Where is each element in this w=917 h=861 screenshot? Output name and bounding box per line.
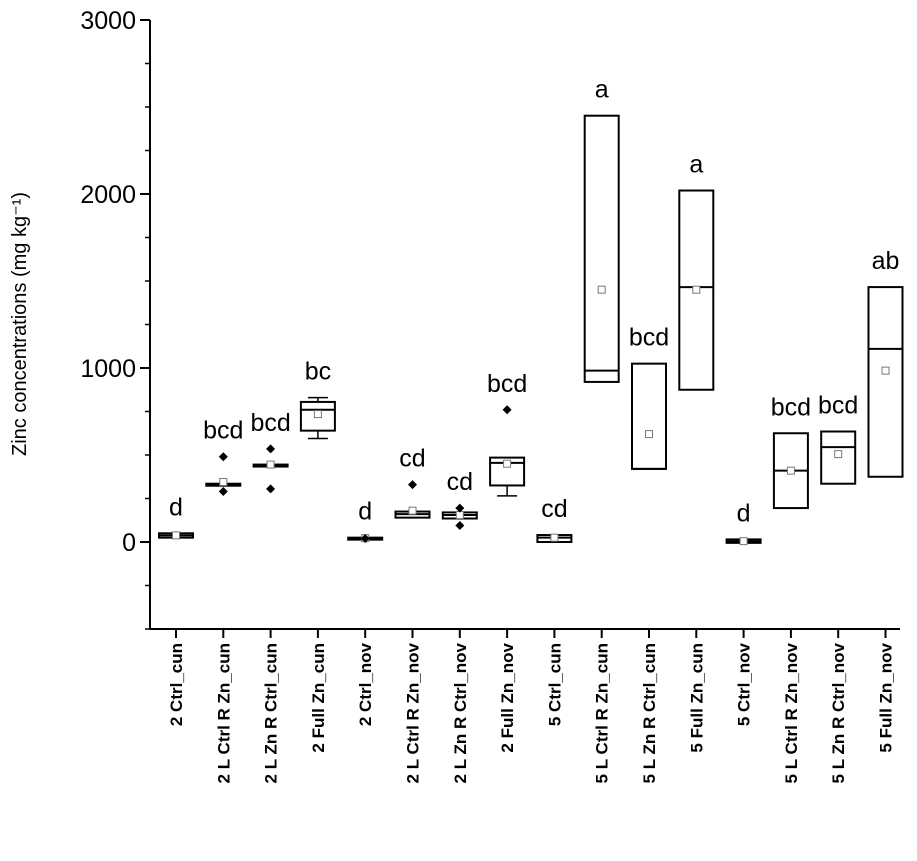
box-group: cd bbox=[441, 468, 478, 530]
outlier-point bbox=[502, 405, 512, 415]
significance-letter: bcd bbox=[629, 324, 669, 352]
mean-marker bbox=[266, 460, 275, 469]
outlier-point bbox=[360, 534, 370, 544]
box-group: bcd bbox=[203, 417, 243, 497]
x-tick-label: 2 L Zn R Ctrl_cun bbox=[262, 643, 281, 783]
mean-marker bbox=[172, 531, 180, 540]
mean-marker bbox=[313, 410, 322, 419]
significance-letter: cd bbox=[447, 468, 473, 496]
box-group: d bbox=[725, 499, 762, 546]
box bbox=[489, 456, 526, 487]
box-group: a bbox=[678, 151, 715, 391]
outlier-point bbox=[408, 480, 417, 490]
x-tick-label: 5 L Zn R Ctrl_nov bbox=[829, 642, 848, 783]
significance-letter: bc bbox=[305, 358, 331, 386]
mean-marker bbox=[550, 533, 559, 542]
mean-marker bbox=[739, 537, 748, 546]
significance-letter: a bbox=[595, 76, 609, 104]
x-tick-label: 2 L Zn R Ctrl_nov bbox=[451, 642, 470, 783]
box-group: cd bbox=[394, 445, 431, 519]
box-group: bcd bbox=[771, 393, 811, 510]
significance-letter: bcd bbox=[487, 370, 527, 398]
box-group: a bbox=[583, 76, 620, 383]
outlier-point bbox=[218, 487, 228, 497]
box bbox=[631, 362, 667, 470]
significance-letter: cd bbox=[399, 445, 425, 473]
outlier-point bbox=[218, 452, 228, 462]
significance-letter: ab bbox=[872, 247, 900, 275]
mean-marker bbox=[597, 285, 606, 294]
box-group: d bbox=[158, 493, 194, 540]
box-group: bcd bbox=[487, 370, 527, 497]
y-tick-label: 0 bbox=[122, 529, 136, 557]
box bbox=[820, 430, 857, 485]
box-group: d bbox=[347, 498, 384, 544]
box bbox=[867, 286, 904, 478]
significance-letter: a bbox=[689, 151, 703, 179]
y-tick-label: 3000 bbox=[80, 7, 136, 35]
y-tick-label: 1000 bbox=[80, 355, 136, 383]
mean-marker bbox=[503, 459, 512, 468]
x-tick-label: 5 Ctrl_cun bbox=[545, 643, 564, 726]
outlier-point bbox=[455, 520, 465, 530]
y-axis: 0 1000 2000 3000 bbox=[80, 7, 151, 630]
x-tick-label: 2 L Ctrl R Zn_cun bbox=[214, 643, 233, 783]
mean-marker bbox=[692, 285, 701, 294]
x-tick-label: 5 L Ctrl R Zn_nov bbox=[782, 642, 801, 783]
x-tick-label: 5 L Ctrl R Zn_cun bbox=[593, 643, 612, 783]
significance-letter: d bbox=[737, 499, 751, 527]
outlier-point bbox=[266, 484, 276, 494]
x-tick-label: 2 Full Zn_cun bbox=[309, 643, 328, 753]
box bbox=[583, 114, 620, 383]
significance-letter: bcd bbox=[250, 409, 290, 437]
y-axis-label: Zinc concentrations (mg kg⁻¹) bbox=[9, 192, 31, 456]
mean-marker bbox=[408, 506, 417, 515]
x-tick-label: 5 L Zn R Ctrl_cun bbox=[640, 643, 659, 783]
outlier-point bbox=[455, 503, 465, 513]
x-axis: 2 Ctrl_cun 2 L Ctrl R Zn_cun 2 L Zn R Ctrl… bbox=[150, 628, 900, 783]
significance-letter: bcd bbox=[771, 393, 811, 421]
mean-marker bbox=[881, 366, 890, 375]
box bbox=[678, 189, 715, 391]
x-tick-label: 5 Full Zn_cun bbox=[687, 643, 706, 753]
x-tick-label: 5 Full Zn_nov bbox=[877, 642, 896, 752]
box-group: bc bbox=[299, 358, 336, 440]
x-tick-label: 2 Full Zn_nov bbox=[498, 642, 517, 752]
mean-marker bbox=[834, 450, 843, 459]
significance-letter: d bbox=[358, 498, 372, 526]
box-group: bcd bbox=[818, 392, 858, 485]
mean-marker bbox=[786, 466, 795, 475]
mean-marker bbox=[455, 511, 464, 520]
mean-marker bbox=[219, 477, 228, 486]
box-group: bcd bbox=[250, 409, 291, 494]
mean-marker bbox=[645, 430, 653, 439]
significance-letter: d bbox=[169, 493, 183, 521]
outlier-point bbox=[266, 444, 276, 454]
x-tick-label: 2 Ctrl_cun bbox=[167, 643, 186, 726]
box-group: cd bbox=[536, 495, 573, 543]
box-group: ab bbox=[867, 247, 904, 478]
x-tick-label: 2 Ctrl_nov bbox=[356, 642, 375, 726]
significance-letter: bcd bbox=[818, 392, 858, 420]
significance-letter: cd bbox=[541, 495, 567, 523]
box-group: bcd bbox=[629, 324, 669, 470]
x-tick-label: 2 L Ctrl R Zn_nov bbox=[404, 642, 423, 783]
significance-letter: bcd bbox=[203, 417, 243, 445]
y-tick-label: 2000 bbox=[80, 181, 136, 209]
x-tick-label: 5 Ctrl_nov bbox=[735, 642, 754, 726]
